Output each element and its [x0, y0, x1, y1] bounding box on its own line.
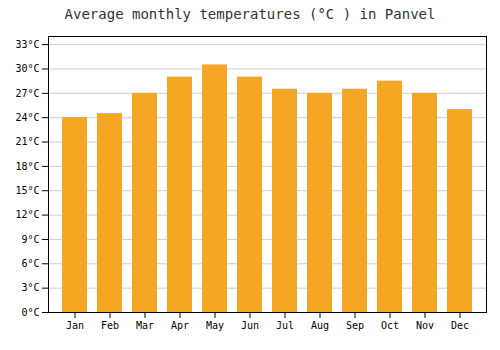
svg-text:Jul: Jul	[276, 320, 294, 331]
svg-text:33°C: 33°C	[15, 39, 39, 50]
svg-text:Feb: Feb	[101, 320, 119, 331]
svg-text:Aug: Aug	[311, 320, 329, 331]
svg-text:30°C: 30°C	[15, 63, 39, 74]
svg-text:Nov: Nov	[416, 320, 434, 331]
svg-text:3°C: 3°C	[21, 282, 39, 293]
svg-text:Mar: Mar	[136, 320, 154, 331]
html-text:Average monthly temperatures (: Average monthly temperatures (°C ) in Pa…	[64, 6, 436, 22]
svg-text:Jun: Jun	[241, 320, 259, 331]
svg-text:May: May	[206, 320, 224, 331]
svg-text:27°C: 27°C	[15, 88, 39, 99]
svg-text:0°C: 0°C	[21, 307, 39, 318]
svg-text:Jan: Jan	[66, 320, 84, 331]
svg-text:24°C: 24°C	[15, 112, 39, 123]
svg-text:12°C: 12°C	[15, 209, 39, 220]
svg-text:Oct: Oct	[381, 320, 399, 331]
svg-text:15°C: 15°C	[15, 185, 39, 196]
svg-text:Dec: Dec	[451, 320, 469, 331]
svg-text:21°C: 21°C	[15, 136, 39, 147]
svg-text:Apr: Apr	[171, 320, 189, 331]
svg-text:9°C: 9°C	[21, 234, 39, 245]
svg-text:Sep: Sep	[346, 320, 364, 331]
svg-text:6°C: 6°C	[21, 258, 39, 269]
svg-text:18°C: 18°C	[15, 161, 39, 172]
